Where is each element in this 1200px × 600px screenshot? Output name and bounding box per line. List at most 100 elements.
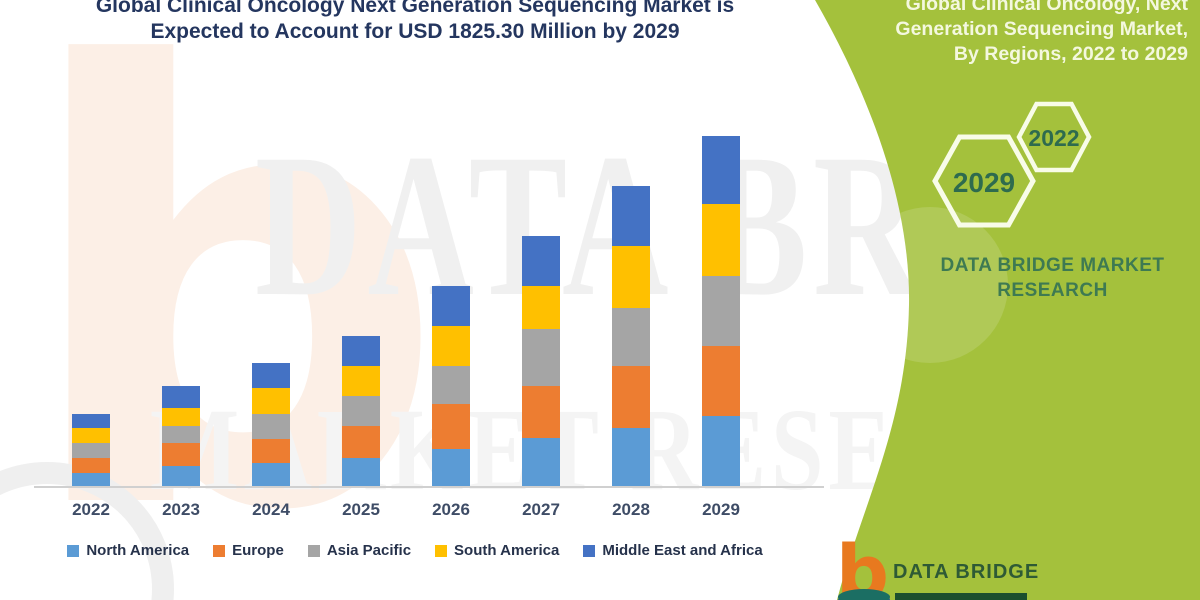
chart-title-line1: Global Clinical Oncology Next Generation… <box>95 0 735 17</box>
x-tick-label-2022: 2022 <box>72 500 110 519</box>
bar-segment-2027-north-america <box>522 438 560 486</box>
legend-label: Europe <box>232 542 284 559</box>
panel-title-line2: Generation Sequencing Market, <box>895 18 1188 40</box>
bar-segment-2022-europe <box>72 458 110 473</box>
bar-slot-2024 <box>226 136 316 486</box>
bar-segment-2029-north-america <box>702 416 740 486</box>
x-tick-label-2024: 2024 <box>252 500 290 519</box>
legend-item-south-america: South America <box>435 542 559 559</box>
chart-title: Global Clinical Oncology Next Generation… <box>0 0 830 45</box>
x-tick-label-2028: 2028 <box>612 500 650 519</box>
stacked-bar-2023 <box>162 385 200 486</box>
x-tick-label-2027: 2027 <box>522 500 560 519</box>
bar-segment-2022-south-america <box>72 428 110 444</box>
legend-item-asia-pacific: Asia Pacific <box>307 542 412 559</box>
bar-segment-2028-asia-pacific <box>612 308 650 367</box>
stacked-bar-2025 <box>342 336 380 486</box>
bar-segment-2028-north-america <box>612 428 650 486</box>
bar-segment-2023-south-america <box>162 408 200 427</box>
panel-brand-line1: DATA BRIDGE MARKET <box>940 255 1165 276</box>
bar-segment-2028-south-america <box>612 246 650 309</box>
bar-segment-2025-south-america <box>342 366 380 397</box>
legend-label: Asia Pacific <box>326 542 412 559</box>
bar-slot-2023 <box>136 136 226 486</box>
hexagon-2022 <box>1016 101 1092 173</box>
bar-segment-2029-europe <box>702 346 740 417</box>
bar-chart-plot-area <box>46 136 766 486</box>
bar-segment-2027-south-america <box>522 286 560 330</box>
stacked-bar-2028 <box>612 186 650 486</box>
stacked-bar-2022 <box>72 414 110 486</box>
panel-brand-text: DATA BRIDGE MARKET RESEARCH <box>905 253 1200 303</box>
legend-item-north-america: North America <box>67 542 189 559</box>
legend-swatch-icon <box>307 544 320 557</box>
bar-segment-2026-north-america <box>432 449 470 486</box>
footer-brand-text: DATA BRIDGE <box>893 561 1040 583</box>
legend-label: North America <box>86 542 190 559</box>
bar-segment-2025-asia-pacific <box>342 396 380 427</box>
bar-segment-2024-north-america <box>252 463 290 486</box>
bar-segment-2023-europe <box>162 443 200 467</box>
panel-title-line3: By Regions, 2022 to 2029 <box>953 43 1188 65</box>
bar-segment-2023-north-america <box>162 466 200 486</box>
bar-segment-2029-middle-east-and-africa <box>702 136 740 205</box>
legend-swatch-icon <box>583 544 596 557</box>
bar-segment-2025-middle-east-and-africa <box>342 336 380 367</box>
legend-swatch-icon <box>67 544 80 557</box>
bar-slot-2027 <box>496 136 586 486</box>
x-axis-tick-labels: 2022 2023 2024 2025 2026 2027 2028 2029 <box>46 500 766 520</box>
bar-segment-2028-europe <box>612 366 650 429</box>
bar-segment-2026-europe <box>432 403 470 450</box>
bar-segment-2025-north-america <box>342 458 380 486</box>
bar-segment-2023-middle-east-and-africa <box>162 385 200 409</box>
bar-slot-2025 <box>316 136 406 486</box>
hexagon-2029 <box>932 134 1036 228</box>
stacked-bar-2026 <box>432 285 470 486</box>
x-axis-line <box>34 486 824 488</box>
panel-brand-line2: RESEARCH <box>997 280 1108 301</box>
hexagon-year-2022: 2022 <box>1028 125 1079 151</box>
bar-slot-2026 <box>406 136 496 486</box>
x-tick-label-2026: 2026 <box>432 500 470 519</box>
stacked-bar-2027 <box>522 236 560 486</box>
side-panel-background <box>815 0 1200 600</box>
bar-segment-2024-middle-east-and-africa <box>252 363 290 389</box>
bar-segment-2027-asia-pacific <box>522 329 560 387</box>
legend-label: South America <box>454 542 560 559</box>
bar-segment-2029-south-america <box>702 204 740 277</box>
bar-slot-2029 <box>676 136 766 486</box>
bar-segment-2024-europe <box>252 439 290 463</box>
bar-slot-2022 <box>46 136 136 486</box>
bar-segment-2027-middle-east-and-africa <box>522 236 560 287</box>
side-panel-graphic: 2029 2022 <box>815 0 1200 600</box>
bar-segment-2022-middle-east-and-africa <box>72 414 110 429</box>
legend-item-europe: Europe <box>213 542 284 559</box>
legend-item-middle-east-and-africa: Middle East and Africa <box>583 542 763 559</box>
x-tick-label-2029: 2029 <box>702 500 740 519</box>
bar-segment-2026-asia-pacific <box>432 366 470 404</box>
chart-title-line2: Expected to Account for USD 1825.30 Mill… <box>150 20 680 43</box>
bar-slot-2028 <box>586 136 676 486</box>
bar-segment-2024-south-america <box>252 388 290 415</box>
hexagon-year-2029: 2029 <box>953 167 1015 198</box>
panel-title-line1: Global Clinical Oncology, Next <box>905 0 1188 15</box>
chart-legend: North America Europe Asia Pacific South Ame… <box>0 542 830 559</box>
bar-segment-2024-asia-pacific <box>252 414 290 440</box>
bar-segment-2027-europe <box>522 386 560 439</box>
panel-title: Global Clinical Oncology, Next Generatio… <box>820 0 1188 67</box>
bar-segment-2026-middle-east-and-africa <box>432 285 470 326</box>
stacked-bar-2029 <box>702 136 740 486</box>
x-tick-label-2025: 2025 <box>342 500 380 519</box>
bar-segment-2026-south-america <box>432 326 470 367</box>
bar-segment-2022-asia-pacific <box>72 443 110 459</box>
footer-brand-underline <box>895 593 1027 600</box>
legend-swatch-icon <box>213 544 226 557</box>
bar-segment-2029-asia-pacific <box>702 276 740 347</box>
bar-segment-2025-europe <box>342 426 380 459</box>
footer-logo-swoosh-icon <box>838 589 890 600</box>
legend-label: Middle East and Africa <box>602 542 763 559</box>
bar-segment-2023-asia-pacific <box>162 426 200 444</box>
x-tick-label-2023: 2023 <box>162 500 200 519</box>
legend-swatch-icon <box>435 544 448 557</box>
